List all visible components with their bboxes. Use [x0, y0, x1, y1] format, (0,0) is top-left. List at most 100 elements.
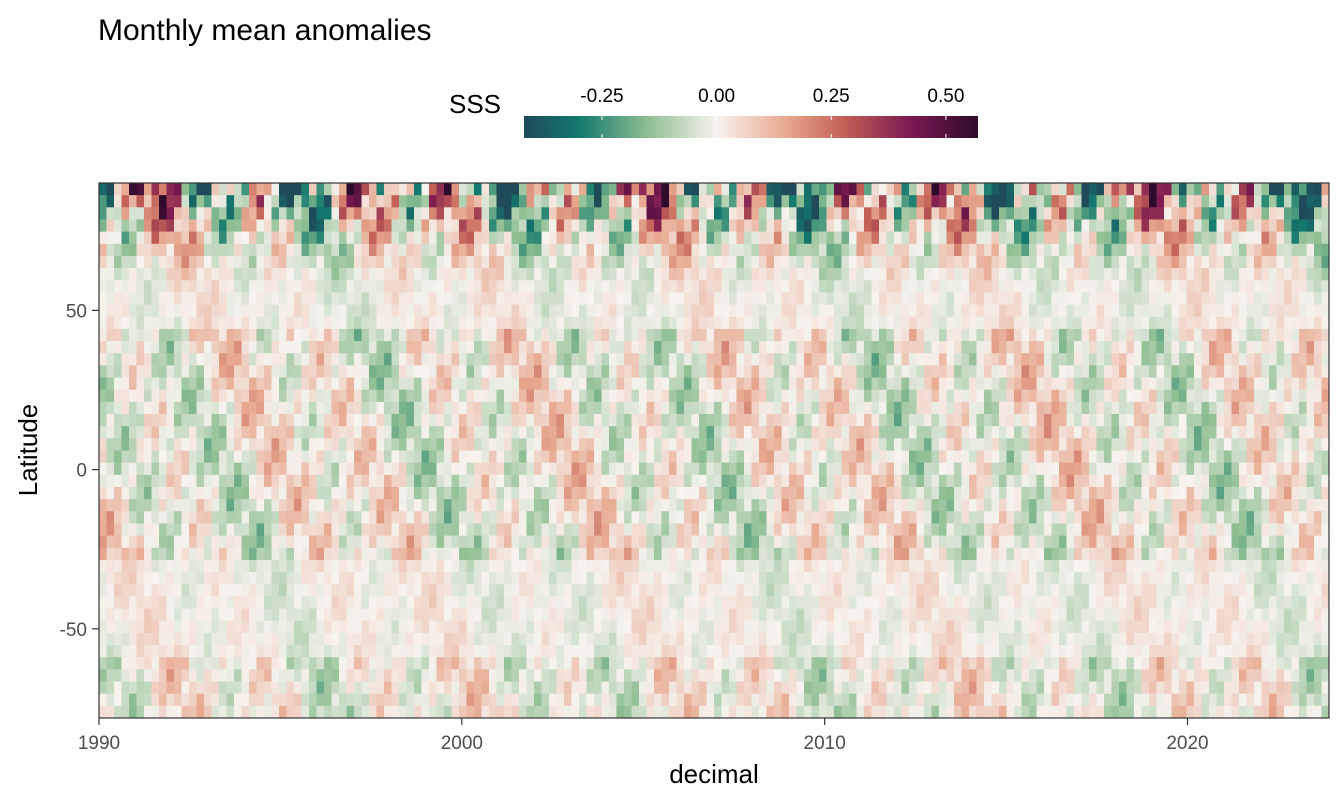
heatmap-cell	[1314, 474, 1323, 488]
heatmap-cell	[961, 195, 970, 208]
heatmap-cell	[309, 401, 318, 415]
heatmap-cell	[826, 535, 835, 549]
heatmap-cell	[279, 316, 288, 330]
heatmap-cell	[309, 365, 318, 379]
heatmap-cell	[181, 219, 190, 233]
heatmap-cell	[534, 207, 543, 221]
heatmap-cell	[616, 255, 625, 269]
heatmap-cell	[189, 474, 198, 488]
heatmap-cell	[1186, 401, 1195, 415]
heatmap-cell	[271, 462, 280, 476]
heatmap-cell	[526, 426, 535, 439]
heatmap-cell	[1224, 474, 1233, 488]
heatmap-cell	[316, 474, 325, 488]
heatmap-cell	[234, 547, 243, 561]
heatmap-cell	[346, 280, 355, 294]
heatmap-cell	[301, 499, 310, 512]
heatmap-cell	[1044, 207, 1053, 221]
heatmap-cell	[429, 389, 438, 403]
heatmap-cell	[204, 353, 213, 366]
heatmap-cell	[436, 401, 445, 415]
heatmap-cell	[376, 486, 385, 500]
heatmap-cell	[1021, 377, 1030, 391]
heatmap-cell	[406, 341, 415, 354]
heatmap-cell	[114, 438, 123, 452]
heatmap-cell	[1314, 499, 1323, 512]
heatmap-cell	[444, 462, 453, 476]
heatmap-cell	[684, 304, 693, 318]
heatmap-cell	[459, 328, 468, 342]
heatmap-cell	[736, 511, 745, 525]
heatmap-cell	[646, 535, 655, 549]
heatmap-cell	[1276, 207, 1285, 221]
heatmap-cell	[1269, 535, 1278, 549]
heatmap-cell	[811, 316, 820, 330]
heatmap-cell	[1059, 280, 1068, 294]
heatmap-cell	[211, 389, 220, 403]
heatmap-cell	[639, 365, 648, 379]
heatmap-cell	[226, 280, 235, 294]
heatmap-cell	[586, 414, 595, 427]
heatmap-cell	[654, 426, 663, 439]
heatmap-cell	[519, 183, 528, 196]
heatmap-cell	[594, 183, 603, 196]
heatmap-cell	[601, 304, 610, 318]
heatmap-cell	[991, 304, 1000, 318]
heatmap-cell	[174, 243, 183, 257]
heatmap-cell	[129, 462, 138, 476]
heatmap-cell	[594, 316, 603, 330]
heatmap-cell	[204, 389, 213, 403]
heatmap-cell	[136, 328, 145, 342]
heatmap-cell	[1291, 523, 1300, 537]
heatmap-cell	[1141, 183, 1150, 196]
heatmap-cell	[196, 523, 205, 537]
heatmap-cell	[654, 486, 663, 500]
heatmap-cell	[916, 377, 925, 391]
heatmap-cell	[541, 535, 550, 549]
heatmap-cell	[736, 353, 745, 366]
heatmap-cell	[624, 243, 633, 257]
heatmap-cell	[1284, 462, 1293, 476]
heatmap-cell	[466, 255, 475, 269]
heatmap-cell	[541, 474, 550, 488]
heatmap-cell	[766, 243, 775, 257]
heatmap-cell	[931, 486, 940, 500]
heatmap-cell	[1314, 523, 1323, 537]
heatmap-cell	[436, 450, 445, 464]
heatmap-cell	[181, 255, 190, 269]
heatmap-cell	[436, 243, 445, 257]
heatmap-cell	[294, 231, 303, 245]
heatmap-cell	[526, 268, 535, 281]
heatmap-cell	[1306, 365, 1315, 379]
heatmap-cell	[1111, 438, 1120, 452]
heatmap-cell	[916, 341, 925, 354]
heatmap-cell	[549, 438, 558, 452]
heatmap-cell	[174, 426, 183, 439]
heatmap-cell	[781, 486, 790, 500]
heatmap-cell	[601, 353, 610, 366]
heatmap-cell	[1194, 499, 1203, 512]
heatmap-cell	[504, 183, 513, 196]
heatmap-cell	[969, 365, 978, 379]
heatmap-cell	[151, 243, 160, 257]
heatmap-cell	[999, 219, 1008, 233]
heatmap-cell	[144, 474, 153, 488]
heatmap-cell	[489, 219, 498, 233]
heatmap-cell	[391, 195, 400, 208]
heatmap-cell	[999, 499, 1008, 512]
heatmap-cell	[1096, 207, 1105, 221]
heatmap-cell	[1149, 328, 1158, 342]
heatmap-cell	[114, 486, 123, 500]
heatmap-cell	[249, 499, 258, 512]
heatmap-cell	[1081, 243, 1090, 257]
heatmap-cell	[901, 511, 910, 525]
heatmap-cell	[369, 438, 378, 452]
heatmap-cell	[586, 438, 595, 452]
heatmap-cell	[564, 462, 573, 476]
heatmap-cell	[751, 328, 760, 342]
heatmap-cell	[399, 243, 408, 257]
heatmap-cell	[579, 535, 588, 549]
heatmap-cell	[721, 474, 730, 488]
heatmap-cell	[294, 414, 303, 427]
heatmap-cell	[751, 280, 760, 294]
